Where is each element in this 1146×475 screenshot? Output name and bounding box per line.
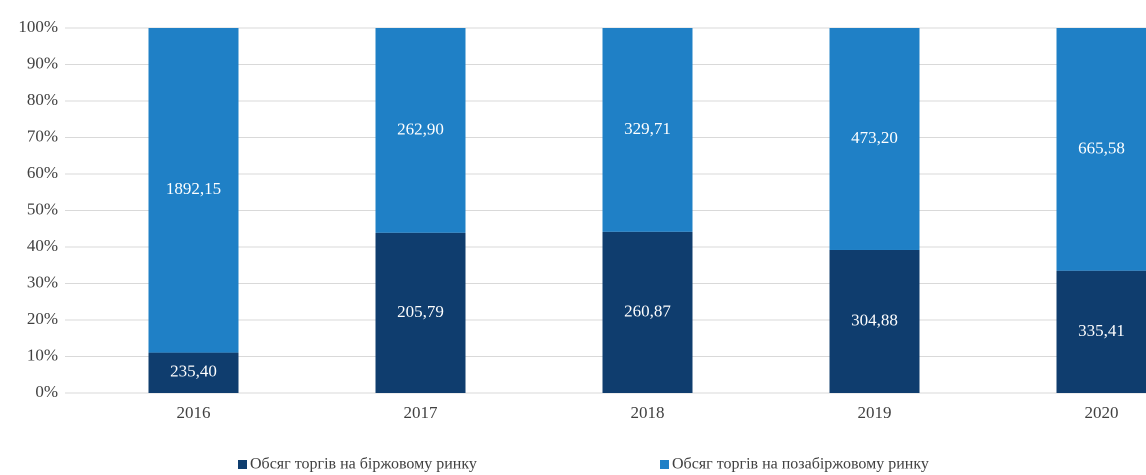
data-label: 260,87: [624, 301, 671, 320]
y-tick-label: 60%: [27, 163, 58, 182]
data-label: 1892,15: [166, 179, 221, 198]
bar-segment: [602, 231, 693, 393]
y-tick-label: 70%: [27, 126, 58, 145]
x-tick-label: 2019: [858, 403, 892, 422]
y-tick-label: 80%: [27, 90, 58, 109]
data-label: 235,40: [170, 362, 217, 381]
bar-segment: [829, 28, 920, 250]
legend-swatch: [660, 460, 669, 469]
bar-segment: [1056, 28, 1146, 271]
y-tick-label: 90%: [27, 53, 58, 72]
x-tick-label: 2016: [177, 403, 211, 422]
data-label: 473,20: [851, 128, 898, 147]
y-tick-label: 20%: [27, 309, 58, 328]
y-tick-label: 50%: [27, 199, 58, 218]
legend-label: Обсяг торгів на позабіржовому ринку: [672, 456, 929, 473]
x-tick-label: 2020: [1085, 403, 1119, 422]
bar-segment: [375, 232, 466, 393]
y-tick-label: 10%: [27, 345, 58, 364]
x-tick-label: 2017: [404, 403, 439, 422]
bar-segment: [1056, 270, 1146, 393]
y-tick-label: 0%: [35, 382, 58, 401]
bar-segment: [148, 352, 239, 393]
bar-segment: [829, 249, 920, 393]
y-tick-label: 100%: [18, 17, 58, 36]
legend-swatch: [238, 460, 247, 469]
data-label: 262,90: [397, 119, 444, 138]
y-tick-label: 30%: [27, 272, 58, 291]
bar-segment: [602, 28, 693, 232]
data-label: 665,58: [1078, 138, 1125, 157]
data-label: 335,41: [1078, 321, 1125, 340]
data-label: 205,79: [397, 302, 444, 321]
legend-label: Обсяг торгів на біржовому ринку: [250, 456, 477, 473]
bar-segment: [148, 28, 239, 353]
y-tick-label: 40%: [27, 236, 58, 255]
data-label: 329,71: [624, 119, 671, 138]
bar-segment: [375, 28, 466, 233]
data-label: 304,88: [851, 310, 898, 329]
x-tick-label: 2018: [631, 403, 665, 422]
